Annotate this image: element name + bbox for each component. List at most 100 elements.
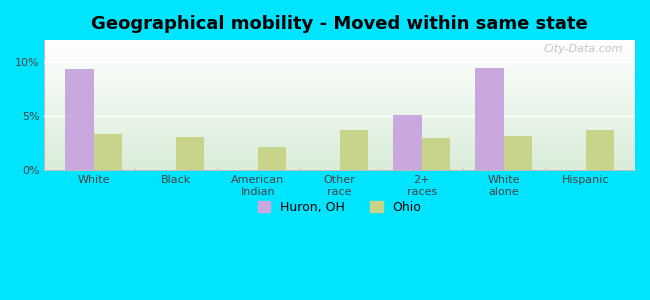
Bar bbox=[44, 54, 635, 56]
Bar bbox=[44, 135, 635, 136]
Bar bbox=[44, 114, 635, 116]
Bar bbox=[44, 71, 635, 73]
Bar bbox=[44, 91, 635, 92]
Bar bbox=[44, 164, 635, 165]
Bar bbox=[44, 146, 635, 147]
Bar bbox=[44, 154, 635, 156]
Bar bbox=[44, 157, 635, 158]
Bar bbox=[44, 61, 635, 62]
Bar bbox=[44, 76, 635, 78]
Bar bbox=[44, 134, 635, 135]
Bar bbox=[44, 92, 635, 94]
Bar bbox=[44, 130, 635, 131]
Bar bbox=[44, 49, 635, 50]
Bar bbox=[44, 99, 635, 100]
Bar bbox=[44, 66, 635, 68]
Bar bbox=[44, 153, 635, 154]
Bar bbox=[44, 100, 635, 101]
Bar bbox=[44, 125, 635, 126]
Text: City-Data.com: City-Data.com bbox=[543, 44, 623, 54]
Bar bbox=[44, 129, 635, 130]
Bar bbox=[44, 43, 635, 44]
Bar bbox=[44, 140, 635, 142]
Bar bbox=[44, 56, 635, 57]
Bar bbox=[44, 40, 635, 41]
Bar bbox=[44, 152, 635, 153]
Bar bbox=[44, 48, 635, 49]
Bar bbox=[44, 45, 635, 46]
Bar bbox=[44, 69, 635, 70]
Bar bbox=[44, 58, 635, 60]
Bar bbox=[44, 133, 635, 134]
Bar bbox=[44, 106, 635, 108]
Bar bbox=[44, 52, 635, 53]
Bar bbox=[44, 143, 635, 144]
Bar bbox=[94, 134, 122, 170]
Bar bbox=[475, 68, 504, 170]
Bar bbox=[44, 112, 635, 113]
Bar bbox=[44, 60, 635, 61]
Bar bbox=[44, 75, 635, 76]
Bar bbox=[44, 139, 635, 140]
Bar bbox=[44, 161, 635, 162]
Bar bbox=[44, 149, 635, 151]
Bar bbox=[44, 46, 635, 48]
Bar bbox=[44, 88, 635, 90]
Bar bbox=[44, 166, 635, 168]
Bar bbox=[44, 147, 635, 148]
Bar bbox=[44, 119, 635, 121]
Bar bbox=[44, 103, 635, 104]
Bar bbox=[44, 62, 635, 64]
Bar bbox=[44, 82, 635, 83]
Bar bbox=[44, 98, 635, 99]
Bar bbox=[44, 86, 635, 87]
Bar bbox=[44, 87, 635, 88]
Bar bbox=[44, 109, 635, 110]
Bar bbox=[504, 136, 532, 170]
Legend: Huron, OH, Ohio: Huron, OH, Ohio bbox=[253, 196, 426, 219]
Bar bbox=[44, 64, 635, 65]
Bar bbox=[44, 53, 635, 54]
Bar bbox=[44, 70, 635, 71]
Bar bbox=[44, 142, 635, 143]
Bar bbox=[44, 156, 635, 157]
Bar bbox=[44, 116, 635, 117]
Bar bbox=[44, 110, 635, 112]
Bar bbox=[44, 138, 635, 139]
Bar bbox=[44, 68, 635, 69]
Bar bbox=[65, 69, 94, 170]
Bar bbox=[44, 41, 635, 43]
Bar bbox=[44, 101, 635, 103]
Bar bbox=[393, 115, 422, 170]
Bar bbox=[44, 136, 635, 138]
Bar bbox=[44, 108, 635, 109]
Bar bbox=[44, 162, 635, 164]
Bar bbox=[44, 160, 635, 161]
Bar bbox=[44, 74, 635, 75]
Bar bbox=[44, 126, 635, 127]
Bar bbox=[44, 169, 635, 170]
Bar bbox=[44, 44, 635, 45]
Bar bbox=[44, 113, 635, 114]
Bar bbox=[176, 136, 204, 170]
Bar bbox=[44, 165, 635, 166]
Bar bbox=[258, 148, 287, 170]
Bar bbox=[44, 144, 635, 145]
Bar bbox=[44, 104, 635, 105]
Bar bbox=[44, 151, 635, 152]
Bar bbox=[44, 168, 635, 169]
Bar bbox=[44, 158, 635, 160]
Bar bbox=[340, 130, 369, 170]
Bar bbox=[422, 138, 450, 170]
Bar bbox=[44, 73, 635, 74]
Bar bbox=[44, 105, 635, 106]
Bar bbox=[44, 121, 635, 122]
Bar bbox=[44, 90, 635, 91]
Bar bbox=[44, 78, 635, 79]
Bar bbox=[44, 95, 635, 96]
Bar bbox=[44, 118, 635, 119]
Bar bbox=[44, 123, 635, 125]
Bar bbox=[44, 127, 635, 129]
Bar bbox=[44, 131, 635, 133]
Bar bbox=[44, 79, 635, 80]
